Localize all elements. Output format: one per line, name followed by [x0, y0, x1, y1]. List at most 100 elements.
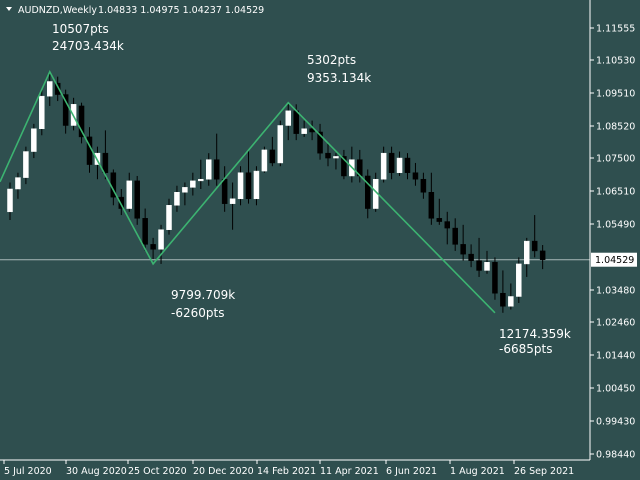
- candle[interactable]: [333, 153, 339, 170]
- candle[interactable]: [412, 162, 419, 186]
- candle[interactable]: [174, 185, 180, 212]
- candle-body-bear: [293, 110, 299, 134]
- zigzag-annotation-text: 12174.359k: [499, 327, 571, 341]
- candle[interactable]: [7, 182, 13, 220]
- candle-body-bull: [15, 177, 21, 190]
- candle[interactable]: [134, 175, 140, 225]
- candle[interactable]: [468, 244, 474, 268]
- time-tick-label: 26 Sep 2021: [514, 466, 574, 477]
- candle[interactable]: [428, 172, 435, 225]
- candle[interactable]: [23, 146, 29, 185]
- candle[interactable]: [229, 182, 236, 230]
- candle-body-bear: [500, 292, 506, 307]
- candle-body-bull: [126, 180, 132, 209]
- candle[interactable]: [118, 189, 125, 216]
- candle[interactable]: [452, 218, 458, 251]
- candle[interactable]: [126, 172, 132, 212]
- candle[interactable]: [221, 166, 228, 212]
- zigzag-annotation-text: 5302pts: [307, 53, 356, 67]
- time-tick-label: 20 Dec 2020: [193, 466, 254, 477]
- candle[interactable]: [190, 172, 196, 196]
- candle[interactable]: [206, 153, 212, 186]
- candle[interactable]: [245, 149, 252, 204]
- candle[interactable]: [404, 153, 411, 180]
- candle[interactable]: [237, 166, 244, 206]
- candle[interactable]: [317, 123, 323, 160]
- candle[interactable]: [420, 172, 427, 199]
- candle[interactable]: [47, 71, 53, 106]
- candle[interactable]: [253, 166, 260, 206]
- candle[interactable]: [508, 283, 514, 310]
- zigzag-line: [0, 69, 496, 314]
- candle[interactable]: [39, 89, 45, 136]
- candle-body-bull: [7, 188, 13, 213]
- candle[interactable]: [341, 149, 347, 180]
- candle[interactable]: [492, 257, 498, 300]
- candle-body-bear: [269, 149, 276, 164]
- candle-body-bear: [62, 94, 69, 126]
- candle[interactable]: [166, 198, 172, 235]
- price-tick-label: 1.06510: [596, 187, 635, 198]
- candle[interactable]: [476, 237, 482, 277]
- zigzag-annotation-text: -6260pts: [171, 306, 224, 320]
- price-tick-label: 0.98440: [596, 450, 635, 461]
- candle[interactable]: [150, 237, 156, 260]
- candle[interactable]: [539, 245, 546, 270]
- candle-body-bull: [516, 263, 522, 297]
- candle-body-bull: [508, 296, 514, 307]
- candle[interactable]: [269, 136, 276, 167]
- candle[interactable]: [15, 172, 21, 199]
- candle[interactable]: [285, 102, 291, 141]
- candle-body-bull: [380, 152, 387, 180]
- candle-body-bear: [365, 175, 371, 209]
- candle-body-bear: [468, 253, 474, 261]
- candle[interactable]: [531, 215, 538, 258]
- candle[interactable]: [309, 120, 315, 141]
- candle[interactable]: [365, 169, 371, 219]
- candle[interactable]: [54, 76, 61, 102]
- candle-body-bear: [539, 250, 546, 260]
- candle[interactable]: [301, 120, 307, 137]
- candle[interactable]: [102, 130, 109, 180]
- candle[interactable]: [182, 182, 188, 206]
- candle-body-bear: [436, 218, 443, 222]
- candle-body-bear: [420, 178, 427, 193]
- candle-body-bear: [531, 240, 538, 252]
- candle[interactable]: [142, 208, 148, 251]
- current-price-label: 1.04529: [595, 255, 634, 266]
- candle-body-bull: [158, 229, 164, 250]
- candle[interactable]: [524, 237, 530, 277]
- candle-body-bull: [253, 170, 260, 200]
- candle-body-bull: [333, 156, 339, 159]
- candle[interactable]: [500, 270, 506, 313]
- candle-body-bull: [174, 192, 180, 206]
- candle[interactable]: [460, 224, 466, 261]
- candle-body-bear: [412, 172, 419, 180]
- candle[interactable]: [261, 146, 268, 173]
- candle[interactable]: [31, 123, 37, 159]
- candle-body-bear: [134, 180, 140, 219]
- candle[interactable]: [516, 257, 522, 304]
- candle[interactable]: [78, 102, 85, 144]
- candle[interactable]: [436, 198, 443, 225]
- zigzag-annotation: 12174.359k-6685pts: [499, 327, 571, 356]
- candle[interactable]: [62, 89, 69, 134]
- candle[interactable]: [444, 211, 450, 245]
- symbol-timeframe-label: AUDNZD,Weekly: [18, 5, 97, 16]
- candle[interactable]: [198, 159, 204, 190]
- candle[interactable]: [213, 133, 220, 186]
- candle[interactable]: [325, 143, 331, 167]
- candle-body-bull: [261, 149, 268, 172]
- candle-body-bear: [325, 152, 331, 159]
- candle[interactable]: [277, 120, 284, 167]
- candle[interactable]: [158, 224, 164, 264]
- candle[interactable]: [388, 146, 395, 180]
- chart-menu-triangle-icon[interactable]: [6, 7, 12, 11]
- candle[interactable]: [484, 250, 490, 274]
- candle[interactable]: [396, 151, 403, 176]
- candle-body-bull: [166, 205, 172, 230]
- candle-body-bear: [476, 260, 482, 271]
- candle[interactable]: [380, 146, 387, 183]
